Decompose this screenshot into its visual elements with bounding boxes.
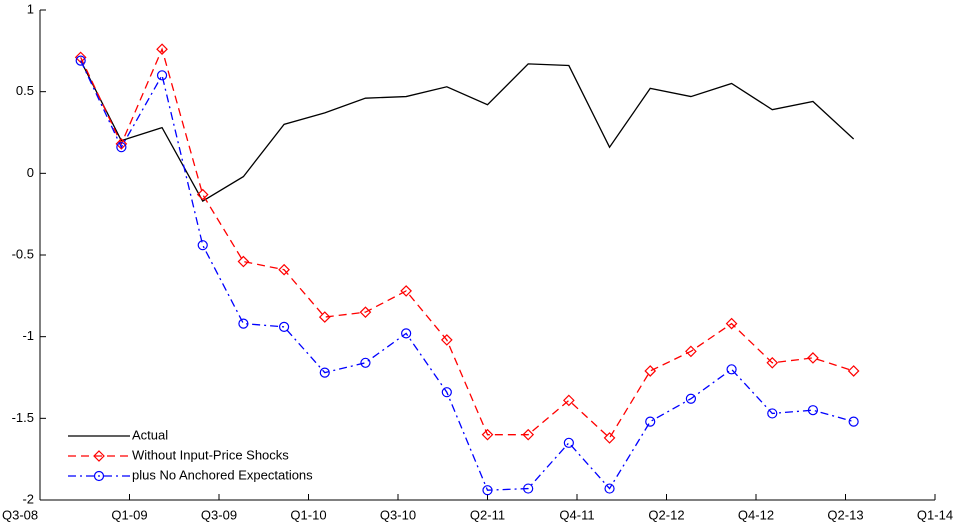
y-tick-label: -1 — [22, 328, 34, 343]
data-point — [848, 416, 859, 427]
data-point — [115, 138, 128, 150]
data-point — [278, 321, 290, 332]
x-tick-label: Q2-11 — [470, 507, 505, 522]
x-tick-label: Q2-12 — [648, 507, 684, 522]
data-point — [482, 485, 493, 496]
data-point — [156, 43, 168, 56]
legend-label: Without Input-Price Shocks — [132, 447, 289, 462]
data-point — [440, 334, 453, 346]
data-point — [645, 416, 656, 427]
data-point — [237, 255, 250, 268]
data-point — [807, 405, 819, 416]
data-point — [318, 311, 331, 323]
data-point — [644, 365, 657, 377]
data-point — [156, 70, 168, 81]
data-point — [766, 356, 779, 369]
data-point — [75, 55, 86, 66]
data-point — [563, 437, 574, 448]
data-point — [360, 357, 371, 368]
legend-marker — [93, 450, 105, 462]
data-point — [563, 394, 575, 407]
data-point — [522, 428, 535, 441]
x-tick-label: Q4-12 — [738, 507, 774, 522]
data-point — [726, 364, 737, 375]
y-tick-label: -2 — [22, 491, 34, 506]
data-point — [359, 306, 372, 319]
y-tick-label: -0.5 — [12, 246, 34, 261]
x-tick-label: Q2-13 — [827, 507, 863, 522]
data-point — [604, 483, 615, 494]
y-tick-label: 0 — [27, 165, 34, 180]
data-point — [197, 240, 208, 251]
data-point — [481, 428, 494, 441]
series-line — [80, 60, 854, 491]
x-tick-label: Q4-11 — [559, 507, 594, 522]
data-point — [767, 408, 778, 419]
y-tick-label: -1.5 — [12, 410, 34, 425]
legend-label: Actual — [132, 427, 168, 442]
data-point — [807, 352, 819, 364]
data-point — [847, 365, 860, 377]
data-point — [401, 328, 412, 339]
data-point — [74, 51, 87, 64]
y-tick-label: 0.5 — [16, 83, 34, 98]
data-point — [685, 393, 697, 404]
data-point — [238, 318, 249, 329]
data-point — [685, 345, 697, 358]
x-tick-label: Q3-08 — [2, 507, 38, 522]
x-tick-label: Q3-09 — [201, 507, 237, 522]
x-tick-label: Q1-14 — [917, 507, 953, 522]
data-point — [319, 367, 330, 378]
data-point — [441, 387, 452, 398]
x-tick-label: Q3-10 — [380, 507, 416, 522]
data-point — [278, 263, 290, 276]
x-tick-label: Q1-09 — [111, 507, 147, 522]
series-line — [80, 47, 854, 439]
data-point — [400, 285, 412, 297]
data-point — [116, 142, 127, 153]
series-line — [80, 60, 855, 203]
x-tick-label: Q1-10 — [290, 507, 326, 522]
data-point — [523, 483, 534, 494]
data-point — [196, 188, 209, 201]
legend-label: plus No Anchored Expectations — [132, 467, 313, 482]
y-tick-label: 1 — [27, 1, 34, 16]
legend-marker — [93, 470, 105, 482]
data-point — [725, 317, 738, 330]
data-point — [603, 432, 616, 444]
